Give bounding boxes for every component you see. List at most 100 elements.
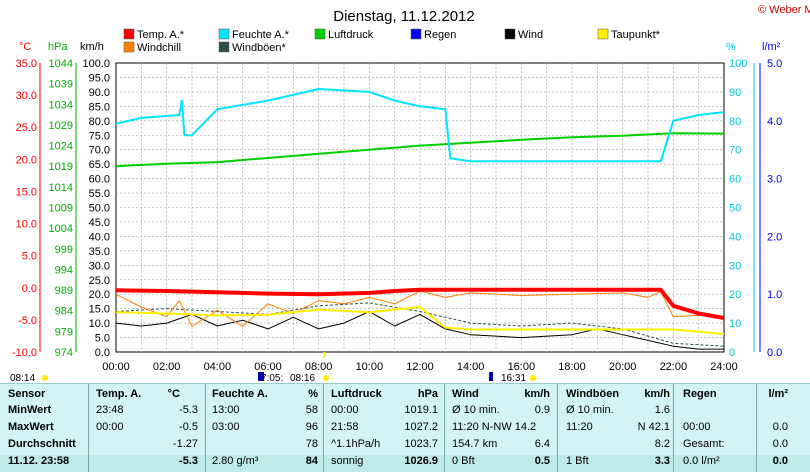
table-cell-gust: 8.2: [654, 438, 670, 450]
dawn-left-label: 7:05:: [261, 373, 283, 383]
legend-label: Taupunkt*: [611, 29, 661, 41]
temp-tick-label: 10.0: [16, 219, 37, 231]
legend-label: Windböen*: [232, 42, 287, 54]
humidity-tick-label: 50: [729, 203, 741, 215]
table-cell-gust: 3.3: [654, 455, 670, 467]
table-cell-press: 1023.7: [404, 438, 438, 450]
wind-tick-label: 45.0: [89, 217, 110, 229]
table-cell-temp: -0.5: [179, 421, 198, 433]
sun-icon: [530, 375, 536, 381]
humidity-tick-label: 90: [729, 87, 741, 99]
table-cell-press-time: ^1.1hPa/h: [331, 438, 381, 450]
stats-table: Sensor Temp. A. °C Feuchte A.% Luftdruck hPa W…: [0, 383, 810, 472]
humidity-tick-label: 10: [729, 318, 741, 330]
wind-tick-label: 25.0: [89, 275, 110, 287]
humidity-tick-label: 40: [729, 231, 741, 243]
table-cell-temp: -5.3: [179, 404, 198, 416]
wind-tick-label: 15.0: [89, 304, 110, 316]
wind-tick-label: 90.0: [89, 87, 110, 99]
pressure-tick-label: 1004: [49, 223, 73, 235]
wind-tick-label: 20.0: [89, 289, 110, 301]
series-line-feuchte-a: [115, 88, 725, 163]
humidity-unit-label: %: [726, 41, 736, 53]
legend-label: Feuchte A.*: [232, 29, 290, 41]
wind-tick-label: 70.0: [89, 145, 110, 157]
legend-swatch: [597, 28, 609, 40]
x-tick-label: 18:00: [558, 361, 586, 373]
table-cell-gust-label: 11:20: [566, 421, 593, 433]
wind-tick-label: 30.0: [89, 260, 110, 272]
pressure-tick-label: 1044: [49, 58, 73, 70]
table-cell-temp-time: 00:00: [96, 421, 124, 433]
copyright-label: © Weber Mike: [758, 4, 810, 16]
table-column-divider: [205, 384, 206, 472]
humidity-tick-label: 30: [729, 260, 741, 272]
temp-tick-label: 25.0: [16, 122, 37, 134]
chart-legend: Temp. A.* Feuchte A.* Luftdruck Regen Wind Ta…: [123, 28, 661, 54]
table-cell-press-time: 00:00: [331, 404, 359, 416]
table-cell-gust: 1.6: [654, 404, 670, 416]
rain-tick-label: 1.0: [767, 289, 782, 301]
humidity-tick-label: 80: [729, 116, 741, 128]
table-cell-rain: 0.0: [772, 438, 788, 450]
wind-tick-label: 75.0: [89, 130, 110, 142]
table-header: Temp. A.: [96, 388, 142, 400]
table-cell-temp: -1.27: [172, 438, 198, 450]
table-header: hPa: [417, 388, 438, 400]
legend-swatch: [218, 41, 230, 53]
x-tick-label: 02:00: [153, 361, 181, 373]
table-header: Feuchte A.: [212, 388, 268, 400]
table-cell-rain: 0.0: [772, 455, 788, 467]
legend-swatch: [123, 28, 135, 40]
temp-tick-label: -5.0: [18, 315, 37, 327]
wind-tick-label: 35.0: [89, 246, 110, 258]
pressure-tick-label: 989: [55, 285, 73, 297]
table-cell-hum: 96: [305, 421, 318, 433]
x-tick-label: 22:00: [660, 361, 688, 373]
x-tick-label: 12:00: [406, 361, 434, 373]
legend-swatch: [314, 28, 326, 40]
table-header: %: [308, 388, 318, 400]
x-tick-label: 16:00: [508, 361, 536, 373]
pressure-tick-label: 994: [55, 264, 73, 276]
table-cell-press-time: 21:58: [331, 421, 359, 433]
sunrise-label: 08:14: [10, 373, 35, 383]
wind-tick-label: 40.0: [89, 231, 110, 243]
legend-swatch: [410, 28, 422, 40]
legend-label: Temp. A.*: [137, 29, 185, 41]
table-header: Windböen: [566, 388, 620, 400]
pressure-tick-label: 1024: [49, 141, 73, 153]
table-cell-hum-time: 03:00: [212, 421, 240, 433]
pressure-tick-label: 984: [55, 306, 73, 318]
wind-tick-label: 0.0: [95, 347, 110, 359]
x-tick-label: 10:00: [356, 361, 384, 373]
legend-swatch: [504, 28, 516, 40]
pressure-tick-label: 1009: [49, 203, 73, 215]
temp-tick-label: 30.0: [16, 90, 37, 102]
series-line-taupunkt: [115, 306, 725, 335]
table-cell-gust-label: Ø 10 min.: [566, 404, 614, 416]
temp-tick-label: -10.0: [12, 347, 37, 359]
table-cell-hum: 84: [305, 455, 318, 467]
table-header: °C: [167, 388, 180, 400]
table-cell-wind-label: Ø 10 min.: [452, 404, 500, 416]
table-cell-rain-label: Gesamt:: [683, 438, 725, 450]
chart-grid: [115, 62, 725, 357]
wind-tick-label: 65.0: [89, 159, 110, 171]
current-row-band: [0, 455, 810, 472]
rain-tick-label: 0.0: [767, 347, 782, 359]
wind-tick-label: 80.0: [89, 116, 110, 128]
table-cell-wind-label: 154.7 km: [452, 438, 498, 450]
wind-tick-label: 5.0: [95, 333, 110, 345]
table-header: Sensor: [8, 388, 46, 400]
weather-chart: 35.0 30.0 25.0 20.0 15.0 10.0 5.0 0.0 -5.0 -10.0 1…: [10, 4, 810, 383]
table-cell-gust: N 42.1: [637, 421, 670, 433]
sun-icon: [323, 375, 329, 381]
humidity-tick-label: 20: [729, 289, 741, 301]
table-cell-wind-label: 0 Bft: [452, 455, 475, 467]
table-cell-rain: 0.0: [772, 421, 788, 433]
table-header: Regen: [683, 388, 717, 400]
table-cell-wind-label: 11:20 N-NW 14.2: [452, 421, 537, 433]
pressure-unit-label: hPa: [48, 41, 68, 53]
legend-label: Wind: [518, 29, 543, 41]
